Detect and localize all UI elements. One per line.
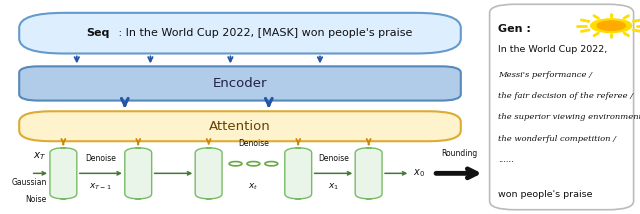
FancyBboxPatch shape	[125, 148, 152, 199]
FancyBboxPatch shape	[19, 13, 461, 54]
FancyBboxPatch shape	[195, 148, 222, 199]
Text: the wonderful competition /: the wonderful competition /	[498, 135, 616, 143]
Text: : In the World Cup 2022, [MASK] won people's praise: : In the World Cup 2022, [MASK] won peop…	[115, 28, 413, 38]
Text: In the World Cup 2022,: In the World Cup 2022,	[498, 45, 607, 54]
FancyBboxPatch shape	[50, 148, 77, 199]
Text: $x_T$: $x_T$	[33, 150, 47, 162]
Circle shape	[591, 19, 632, 33]
Text: Denoise: Denoise	[318, 154, 349, 163]
Circle shape	[597, 21, 625, 30]
Text: won people's praise: won people's praise	[498, 190, 593, 199]
Text: Gaussian: Gaussian	[12, 178, 47, 187]
Text: $x_1$: $x_1$	[328, 182, 339, 192]
Text: Gen :: Gen :	[498, 24, 531, 34]
Text: Denoise: Denoise	[238, 139, 269, 148]
Text: Denoise: Denoise	[85, 154, 116, 163]
FancyBboxPatch shape	[19, 66, 461, 101]
Text: the superior viewing environment /: the superior viewing environment /	[498, 113, 640, 121]
Text: Seq: Seq	[86, 28, 110, 38]
Text: Messi's performance /: Messi's performance /	[498, 71, 592, 79]
Text: Rounding: Rounding	[441, 149, 477, 158]
Text: $x_{T-1}$: $x_{T-1}$	[90, 182, 112, 192]
FancyBboxPatch shape	[285, 148, 312, 199]
FancyBboxPatch shape	[490, 4, 634, 210]
Text: Attention: Attention	[209, 120, 271, 133]
FancyBboxPatch shape	[19, 111, 461, 141]
Text: the fair decision of the referee /: the fair decision of the referee /	[498, 92, 633, 100]
Text: ......: ......	[498, 156, 514, 164]
Text: Noise: Noise	[26, 195, 47, 204]
Text: $x_0$: $x_0$	[413, 167, 425, 179]
Text: $x_t$: $x_t$	[248, 182, 259, 192]
FancyBboxPatch shape	[355, 148, 382, 199]
Text: Encoder: Encoder	[212, 77, 268, 90]
